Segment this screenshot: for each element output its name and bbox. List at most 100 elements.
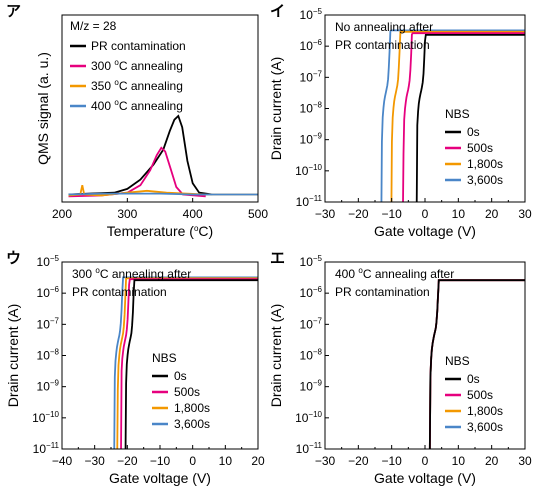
y-tick-label: 10−5 bbox=[300, 7, 323, 22]
series-line-3 bbox=[68, 192, 258, 196]
legend-entry-0: 0s bbox=[467, 125, 480, 139]
legend-entry-3: 3,600s bbox=[467, 420, 503, 434]
legend-entry-2: 1,800s bbox=[467, 404, 503, 418]
x-tick-label: −30 bbox=[84, 454, 105, 468]
y-tick-label: 10−11 bbox=[296, 194, 323, 209]
plot-frame-a bbox=[61, 14, 259, 203]
y-tick-label: 10−8 bbox=[300, 101, 323, 116]
series-line-1 bbox=[402, 32, 525, 202]
legend-entry-3: 3,600s bbox=[467, 173, 503, 187]
legend-entry-1: 500s bbox=[467, 388, 493, 402]
panel-a: ア 200 300 400 500 Temperature (oC) QMS signal … bbox=[6, 3, 268, 239]
x-tick-label: −10 bbox=[150, 454, 171, 468]
series-line-2 bbox=[428, 279, 525, 449]
legend-entry-2: 1,800s bbox=[467, 157, 503, 171]
x-tick-label: 500 bbox=[248, 207, 268, 221]
annotation-line-0: 400 oC annealing after bbox=[335, 266, 454, 281]
panel-label: エ bbox=[270, 250, 285, 267]
y-tick-label: 10−11 bbox=[33, 441, 60, 456]
x-tick-label: 30 bbox=[518, 207, 532, 221]
y-axis-label: Drain current (A) bbox=[268, 304, 284, 407]
legend-title: M/z = 28 bbox=[70, 19, 117, 33]
legend-entry-0: 0s bbox=[467, 372, 480, 386]
x-tick-label: −10 bbox=[381, 454, 402, 468]
y-axis-label: Drain current (A) bbox=[268, 57, 284, 160]
x-tick-label: 300 bbox=[117, 207, 137, 221]
x-tick-label: 200 bbox=[52, 207, 72, 221]
panel-c: ウ −40 −30 −20 −10 0 10 20 10−11 10−10 10−9 10−8 10−7… bbox=[5, 250, 265, 486]
x-tick-label: 0 bbox=[189, 454, 196, 468]
x-tick-label: −20 bbox=[348, 207, 369, 221]
x-tick-label: 10 bbox=[452, 207, 466, 221]
y-tick-label: 10−9 bbox=[300, 379, 323, 394]
series-line-2 bbox=[390, 30, 525, 202]
y-tick-label: 10−10 bbox=[295, 163, 322, 178]
x-tick-label: 10 bbox=[452, 454, 466, 468]
x-axis-label: Gate voltage (V) bbox=[374, 470, 476, 486]
series-line-3 bbox=[380, 29, 525, 202]
x-tick-label: −20 bbox=[117, 454, 138, 468]
y-tick-label: 10−8 bbox=[37, 348, 60, 363]
legend-entry-2: 1,800s bbox=[174, 401, 210, 415]
x-tick-label: −20 bbox=[348, 454, 369, 468]
x-tick-label: −10 bbox=[381, 207, 402, 221]
legend-entry-0: PR contamination bbox=[91, 39, 186, 53]
y-tick-label: 10−11 bbox=[296, 441, 323, 456]
y-tick-label: 10−7 bbox=[300, 69, 323, 84]
x-tick-label: −40 bbox=[52, 454, 73, 468]
y-tick-label: 10−5 bbox=[37, 254, 60, 269]
x-tick-label: 0 bbox=[422, 454, 429, 468]
legend-title: NBS bbox=[445, 107, 470, 121]
series-line-0 bbox=[124, 279, 258, 449]
x-axis-label: Temperature (oC) bbox=[107, 223, 213, 239]
x-tick-label: 0 bbox=[422, 207, 429, 221]
y-tick-label: 10−6 bbox=[300, 285, 323, 300]
x-tick-label: 400 bbox=[183, 207, 203, 221]
y-tick-label: 10−10 bbox=[295, 410, 322, 425]
panel-label: ウ bbox=[6, 250, 21, 267]
series-line-1 bbox=[120, 278, 258, 449]
series-line-1 bbox=[68, 146, 206, 198]
y-tick-label: 10−5 bbox=[300, 254, 323, 269]
y-tick-label: 10−7 bbox=[300, 316, 323, 331]
legend-entry-2: 350 oC annealing bbox=[91, 78, 183, 93]
series-line-0 bbox=[428, 279, 525, 449]
series-line-3 bbox=[428, 279, 525, 449]
x-tick-label: 10 bbox=[219, 454, 233, 468]
legend-entry-3: 3,600s bbox=[174, 417, 210, 431]
y-axis-label: Drain current (A) bbox=[5, 304, 21, 407]
panel-label-a: ア bbox=[6, 3, 21, 20]
legend-entry-3: 400 oC annealing bbox=[91, 98, 183, 113]
series-line-0 bbox=[68, 114, 213, 196]
y-tick-label: 10−6 bbox=[300, 38, 323, 53]
legend-title: NBS bbox=[152, 351, 177, 365]
x-tick-label: 20 bbox=[485, 454, 499, 468]
annotation-line-1: PR contamination bbox=[72, 285, 167, 299]
y-axis-label: QMS signal (a. u.) bbox=[35, 52, 51, 165]
annotation-line-1: PR contamination bbox=[335, 285, 430, 299]
annotation-line-1: PR contamination bbox=[335, 38, 430, 52]
legend-entry-0: 0s bbox=[174, 369, 187, 383]
x-tick-label: −30 bbox=[315, 207, 336, 221]
panel-b: イ −30 −20 −10 0 10 20 30 10−11 10−10 10−9 10−8 10−7 1… bbox=[268, 3, 532, 239]
series-line-1 bbox=[428, 279, 525, 449]
y-tick-label: 10−8 bbox=[300, 348, 323, 363]
legend-entry-1: 500s bbox=[467, 141, 493, 155]
y-tick-label: 10−9 bbox=[37, 379, 60, 394]
x-tick-label: 30 bbox=[518, 454, 532, 468]
series-line-3 bbox=[113, 276, 258, 449]
y-tick-label: 10−10 bbox=[32, 410, 59, 425]
annotation-line-0: No annealing after bbox=[335, 20, 433, 34]
y-tick-label: 10−6 bbox=[37, 285, 60, 300]
panel-d: エ −30 −20 −10 0 10 20 30 10−11 10−10 10−9 10−8 10−7 1… bbox=[268, 250, 532, 486]
x-tick-label: 20 bbox=[251, 454, 265, 468]
panel-label: イ bbox=[270, 3, 285, 20]
x-axis-label: Gate voltage (V) bbox=[109, 470, 211, 486]
legend-title: NBS bbox=[445, 354, 470, 368]
x-tick-label: 20 bbox=[485, 207, 499, 221]
x-axis-label: Gate voltage (V) bbox=[374, 223, 476, 239]
y-tick-label: 10−7 bbox=[37, 316, 60, 331]
series-line-2 bbox=[116, 277, 258, 449]
series-line-0 bbox=[415, 34, 525, 202]
y-tick-label: 10−9 bbox=[300, 132, 323, 147]
